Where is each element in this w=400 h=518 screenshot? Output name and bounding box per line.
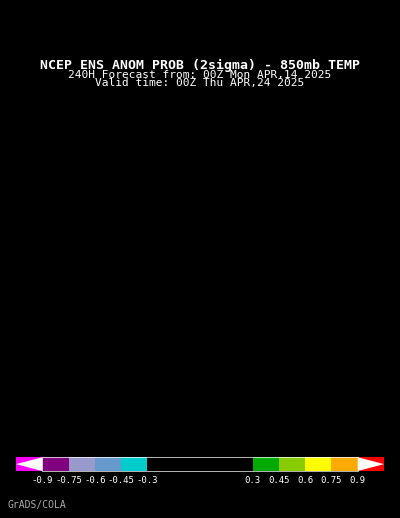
FancyBboxPatch shape: [332, 457, 358, 471]
Text: 0.6: 0.6: [297, 476, 313, 485]
Text: NCEP ENS ANOM PROB (2sigma) - 850mb TEMP: NCEP ENS ANOM PROB (2sigma) - 850mb TEMP: [40, 59, 360, 73]
Text: -0.9: -0.9: [32, 476, 53, 485]
FancyBboxPatch shape: [42, 457, 68, 471]
FancyBboxPatch shape: [252, 457, 279, 471]
Text: Valid time: 00Z Thu APR,24 2025: Valid time: 00Z Thu APR,24 2025: [95, 78, 305, 88]
FancyBboxPatch shape: [68, 457, 95, 471]
FancyBboxPatch shape: [305, 457, 332, 471]
Text: -0.3: -0.3: [137, 476, 158, 485]
FancyBboxPatch shape: [358, 457, 384, 471]
FancyBboxPatch shape: [16, 457, 42, 471]
FancyBboxPatch shape: [148, 457, 252, 471]
Polygon shape: [16, 457, 42, 471]
Text: 0.3: 0.3: [244, 476, 261, 485]
Text: 0.75: 0.75: [321, 476, 342, 485]
Text: -0.75: -0.75: [55, 476, 82, 485]
Text: GrADS/COLA: GrADS/COLA: [8, 500, 67, 510]
Text: 240H Forecast from: 00Z Mon APR,14 2025: 240H Forecast from: 00Z Mon APR,14 2025: [68, 69, 332, 80]
FancyBboxPatch shape: [279, 457, 305, 471]
Polygon shape: [358, 457, 384, 471]
FancyBboxPatch shape: [121, 457, 148, 471]
Text: -0.6: -0.6: [84, 476, 106, 485]
Text: -0.45: -0.45: [108, 476, 134, 485]
FancyBboxPatch shape: [95, 457, 121, 471]
Text: 0.45: 0.45: [268, 476, 290, 485]
Text: 0.9: 0.9: [350, 476, 366, 485]
